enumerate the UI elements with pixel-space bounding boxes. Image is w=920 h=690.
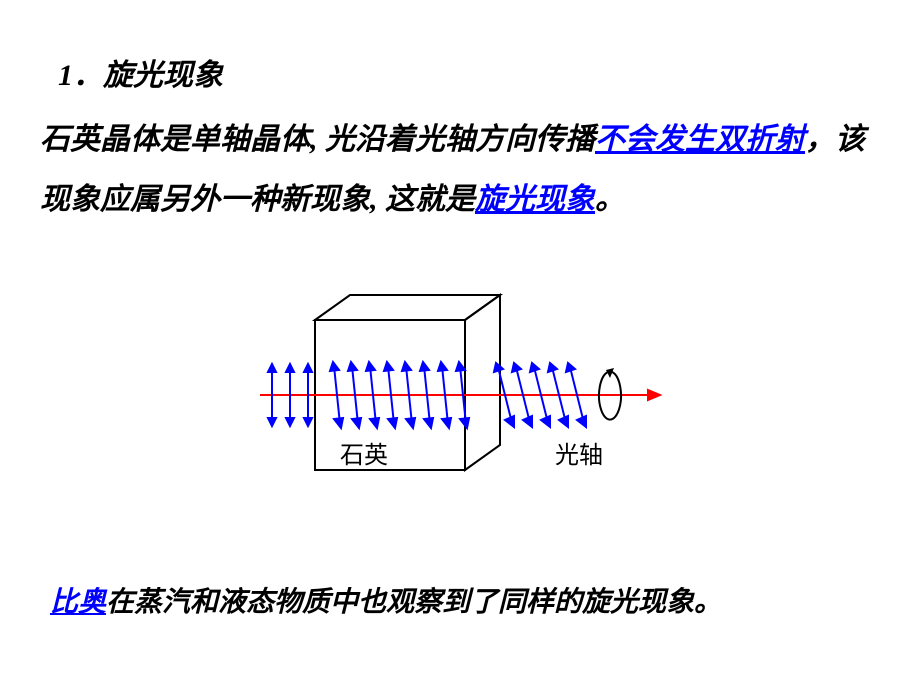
link-biot[interactable]: 比奥	[50, 587, 106, 618]
paragraph-2: 比奥在蒸汽和液态物质中也观察到了同样的旋光现象。	[50, 580, 890, 620]
paragraph-1: 石英晶体是单轴晶体, 光沿着光轴方向传播不会发生双折射，该现象应属另外一种新现象…	[40, 110, 880, 230]
optical-rotation-diagram	[260, 290, 680, 510]
para2-text: 在蒸汽和液态物质中也观察到了同样的旋光现象。	[106, 587, 722, 618]
para1-text1: 石英晶体是单轴晶体, 光沿着光轴方向传播	[40, 123, 595, 156]
link-optical-rotation[interactable]: 旋光现象	[475, 183, 595, 216]
link-no-birefringence[interactable]: 不会发生双折射	[595, 123, 805, 156]
section-heading: 1．旋光现象	[58, 50, 223, 94]
optical-axis-label: 光轴	[555, 435, 603, 470]
quartz-label: 石英	[340, 435, 388, 470]
para1-text3: 。	[595, 183, 625, 216]
